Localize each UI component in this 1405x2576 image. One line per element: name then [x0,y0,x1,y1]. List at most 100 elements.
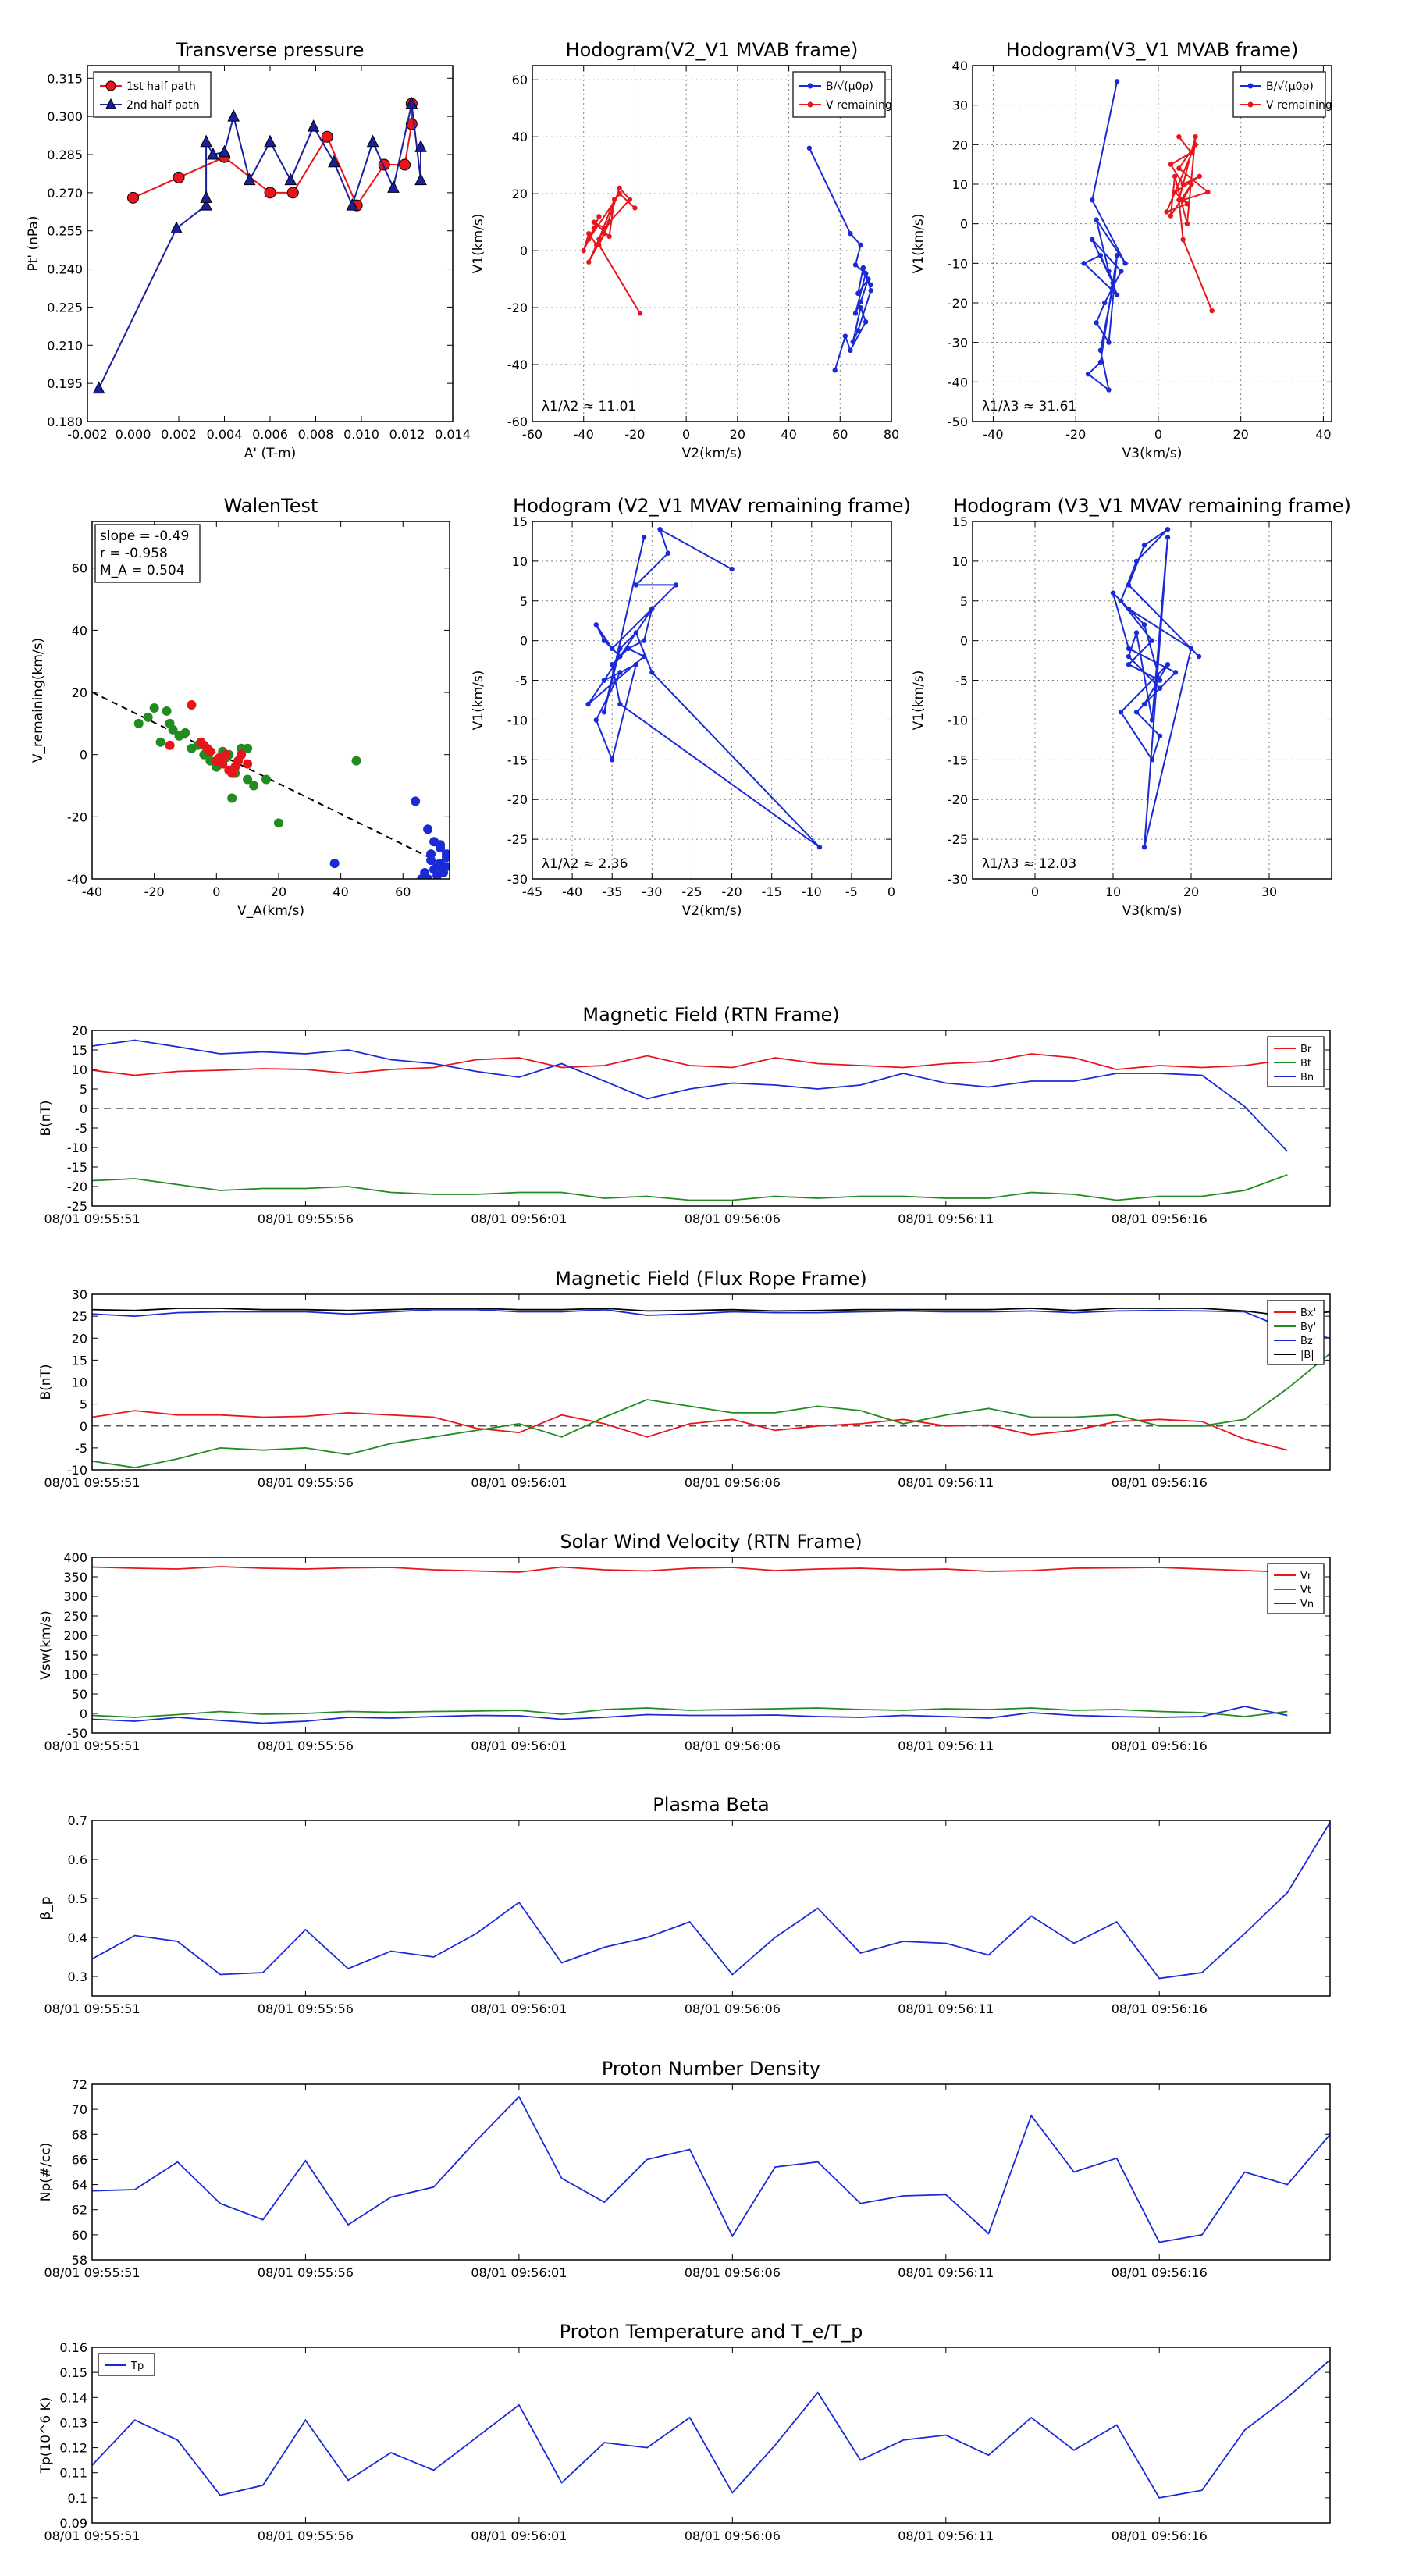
data-point [601,638,607,643]
y-tick-label: 0.255 [47,224,83,239]
y-tick-label: -5 [955,674,968,688]
data-point [351,756,361,766]
y-tick-label: 350 [63,1570,87,1585]
x-tick-label: 10 [1105,884,1121,899]
y-tick-label: 10 [952,177,968,192]
data-point [601,225,607,231]
data-point [610,646,615,652]
y-tick-label: 58 [72,2253,87,2268]
data-point [442,852,450,863]
data-point [1090,197,1095,203]
data-point [1168,162,1173,167]
chart-beta: Plasma Beta 0.3 0.4 0.5 0.6 0.7 08/01 09:55:51… [38,1794,1331,2016]
y-tick-label: 10 [512,554,528,569]
data-point [596,214,602,219]
ratio-annotation: λ1/λ2 ≈ 11.01 [542,399,636,415]
data-point [436,840,446,850]
legend-label: Vn [1300,1599,1314,1610]
data-point [261,774,272,785]
data-point [1114,79,1120,84]
y-tick-label: 40 [72,623,87,638]
x-tick-label: 08/01 09:56:06 [685,1475,781,1490]
y-tick-label: -5 [515,674,528,688]
y-tick-label: -40 [507,358,528,372]
legend-box [792,71,886,118]
y-tick-label: 20 [72,685,87,700]
data-point [1110,590,1116,596]
y-tick-label: 0 [520,244,528,258]
data-point [243,759,253,769]
legend-marker [105,80,116,91]
data-point [200,198,212,211]
plot-area [92,96,427,394]
x-tick-label: 0.006 [252,427,288,442]
plot-area [92,2359,1330,2499]
y-axis-label: V1(km/s) [471,671,486,731]
axes-frame [91,1557,1331,1734]
y-tick-label: 0 [80,748,87,763]
x-tick-label: 08/01 09:56:01 [471,2528,567,2543]
y-tick-label: -30 [507,872,528,887]
x-tick-label: 08/01 09:56:11 [898,1212,994,1226]
y-tick-label: -25 [67,1199,87,1214]
x-tick-label: 08/01 09:55:51 [44,2265,140,2280]
data-point [149,703,159,713]
axes-frame [91,1820,1331,1997]
x-tick-label: 20 [730,427,745,442]
chart-title: Plasma Beta [653,1794,769,1816]
y-tick-label: 10 [72,1375,87,1390]
x-tick-label: -35 [602,884,622,899]
x-axis-label: V2(km/s) [682,446,742,461]
data-point [632,205,638,211]
legend-marker [807,101,813,108]
data-point [848,231,853,237]
x-tick-label: 0.008 [298,427,334,442]
data-point [858,299,863,304]
data-point [649,606,655,612]
legend-label: B/√(μ0ρ) [826,80,873,93]
data-point [243,743,253,753]
y-tick-label: 5 [520,594,528,609]
data-point [1133,558,1140,564]
data-point [417,874,427,879]
data-point [426,849,436,859]
data-point [1157,678,1163,683]
legend-box [1232,71,1326,118]
data-point [366,134,379,148]
y-tick-label: 60 [72,2228,87,2243]
series-line-v-remaining [1165,136,1213,311]
data-point [92,381,105,394]
x-tick-label: 08/01 09:56:01 [471,1212,567,1226]
x-tick-label: 60 [395,884,411,899]
chart-title: Hodogram (V3_V1 MVAV remaining frame) [953,495,1351,517]
data-point [673,582,679,588]
data-point [249,781,259,791]
x-tick-label: 08/01 09:56:06 [685,1212,781,1226]
data-point [1172,173,1178,180]
y-tick-label: 20 [512,187,528,201]
legend-label: 1st half path [126,80,196,93]
x-tick-label: 08/01 09:56:06 [685,1738,781,1753]
data-point [1189,150,1194,155]
data-point [657,526,663,532]
x-tick-label: -60 [522,427,542,442]
y-axis-label: V_remaining(km/s) [30,638,46,763]
data-point [1118,710,1124,715]
y-tick-label: -15 [507,753,528,767]
legend-label: B/√(μ0ρ) [1266,80,1314,93]
y-tick-label: 0 [520,634,528,649]
y-tick-label: 30 [952,98,968,113]
data-point [243,173,256,186]
axes-frame [91,1293,1331,1471]
data-point [264,187,276,199]
data-point [832,368,838,373]
y-tick-label: 0.240 [47,262,83,277]
series-line-beta [92,1822,1330,1980]
data-point [586,231,592,237]
chart-sw_velocity: Solar Wind Velocity (RTN Frame) -50 0 50 100… [38,1531,1331,1753]
data-point [1106,269,1112,274]
y-tick-label: 10 [952,554,968,569]
data-point [1168,213,1173,219]
y-axis-label: Tp(10^6 K) [38,2397,54,2475]
